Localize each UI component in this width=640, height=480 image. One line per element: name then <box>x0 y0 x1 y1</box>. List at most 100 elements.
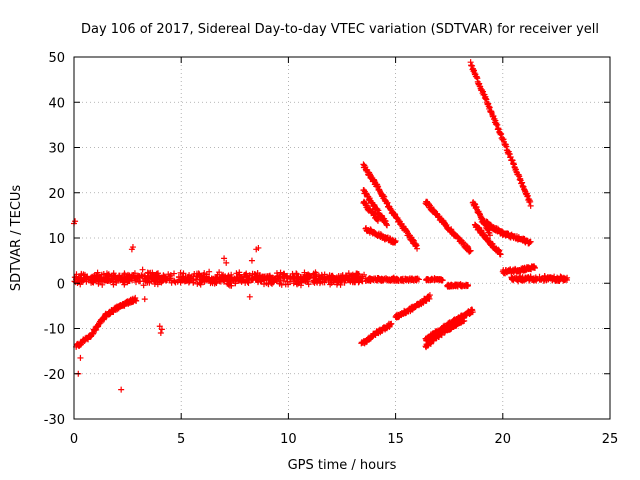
data-point <box>99 281 106 288</box>
data-point <box>297 278 304 285</box>
data-point <box>353 277 360 284</box>
data-point <box>273 270 280 277</box>
data-point <box>546 274 553 281</box>
data-point <box>375 276 382 283</box>
x-axis-label: GPS time / hours <box>288 458 397 473</box>
data-point <box>287 274 294 281</box>
data-point <box>510 276 517 283</box>
data-point <box>134 273 141 280</box>
data-point <box>94 269 101 276</box>
data-point <box>121 270 128 277</box>
data-point <box>414 245 421 252</box>
data-point <box>167 272 174 279</box>
data-point <box>195 270 202 277</box>
data-points <box>71 59 571 393</box>
data-point <box>438 277 445 284</box>
data-point <box>365 277 372 284</box>
y-tick-label: 50 <box>48 51 65 66</box>
data-point <box>537 276 544 283</box>
data-point <box>148 278 155 285</box>
data-point <box>469 309 476 316</box>
data-point <box>118 386 125 393</box>
data-point <box>326 273 333 280</box>
data-point <box>345 270 352 277</box>
data-point <box>220 277 227 284</box>
x-tick-label: 25 <box>602 432 619 447</box>
data-point <box>108 276 115 283</box>
data-point <box>77 354 84 361</box>
data-point <box>117 276 124 283</box>
y-tick-label: -20 <box>44 368 65 383</box>
data-point <box>361 271 368 278</box>
data-point <box>223 259 230 266</box>
data-point <box>105 271 112 278</box>
data-point <box>203 271 210 278</box>
data-point <box>349 273 356 280</box>
data-point <box>526 277 533 284</box>
data-point <box>163 275 170 282</box>
data-point <box>464 282 471 289</box>
data-point <box>556 275 563 282</box>
x-tick-label: 15 <box>387 432 404 447</box>
data-point <box>374 274 381 281</box>
y-tick-labels: -30 -20 -10 0 10 20 30 40 50 <box>44 51 65 428</box>
x-tick-label: 5 <box>177 432 185 447</box>
data-point <box>304 272 311 279</box>
data-point <box>453 281 460 288</box>
data-point <box>248 275 255 282</box>
data-point <box>293 278 300 285</box>
data-point <box>204 275 211 282</box>
data-point <box>139 266 146 273</box>
data-point <box>249 270 256 277</box>
data-point <box>171 270 178 277</box>
data-point <box>486 232 493 239</box>
data-point <box>144 272 151 279</box>
data-point <box>527 238 534 245</box>
data-point <box>414 275 421 282</box>
data-point <box>121 281 128 288</box>
data-point <box>142 278 149 285</box>
y-axis-label: SDTVAR / TECUs <box>9 185 24 292</box>
data-point <box>322 275 329 282</box>
data-point <box>319 273 326 280</box>
data-point <box>276 280 283 287</box>
data-point <box>424 276 431 283</box>
data-point <box>100 277 107 284</box>
y-tick-label: 10 <box>48 232 65 247</box>
chart-title: Day 106 of 2017, Sidereal Day-to-day VTE… <box>81 22 599 37</box>
data-point <box>145 270 152 277</box>
data-point <box>426 292 433 299</box>
data-point <box>392 237 399 244</box>
data-point <box>299 273 306 280</box>
data-point <box>157 330 164 337</box>
data-point <box>315 276 322 283</box>
data-point <box>232 276 239 283</box>
y-tick-label: 40 <box>48 96 65 111</box>
data-point <box>561 277 568 284</box>
data-point <box>549 277 556 284</box>
data-point <box>87 274 94 281</box>
data-point <box>338 278 345 285</box>
data-point <box>237 277 244 284</box>
data-point <box>254 276 261 283</box>
data-point <box>397 276 404 283</box>
data-point <box>190 276 197 283</box>
data-point <box>221 255 228 262</box>
data-point <box>171 278 178 285</box>
data-point <box>527 202 534 209</box>
y-tick-label: 0 <box>57 277 65 292</box>
data-point <box>184 273 191 280</box>
data-point <box>511 275 518 282</box>
x-tick-labels: 0 5 10 15 20 25 <box>70 432 618 447</box>
data-point <box>126 277 133 284</box>
data-point <box>80 278 87 285</box>
data-point <box>219 273 226 280</box>
data-point <box>133 297 140 304</box>
data-point <box>497 251 504 258</box>
data-point <box>384 276 391 283</box>
data-point <box>345 277 352 284</box>
data-point <box>248 257 255 264</box>
data-point <box>261 273 268 280</box>
